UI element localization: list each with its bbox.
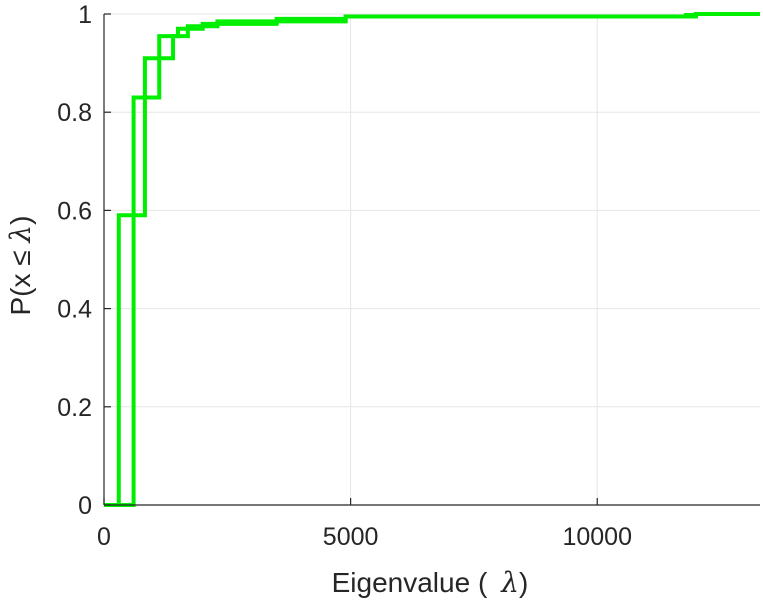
cdf-series-1 — [104, 12, 760, 507]
y-axis-label-suffix: ) — [5, 215, 36, 224]
y-tick-label: 1 — [78, 1, 92, 29]
x-axis-label-prefix: Eigenvalue ( — [332, 567, 488, 598]
x-axis-label-symbol: λ — [500, 566, 519, 599]
axes — [103, 14, 760, 506]
x-tick-label: 5000 — [323, 523, 379, 551]
grid — [104, 13, 760, 505]
y-tick-label: 0.2 — [57, 394, 92, 422]
x-axis-label-suffix: ) — [519, 567, 528, 598]
x-axis-label: Eigenvalue ( λ) — [332, 566, 529, 599]
ticks: 0 0.2 0.4 0.6 0.8 1 0 5000 10000 — [57, 1, 632, 551]
y-tick-label: 0.4 — [57, 296, 92, 324]
series-layer — [104, 12, 760, 507]
x-tick-label: 0 — [97, 523, 111, 551]
cdf-series-2 — [104, 12, 760, 507]
y-axis-label-prefix: P(x ≤ — [5, 243, 36, 316]
y-tick-label: 0.8 — [57, 99, 92, 127]
y-axis-label: P(x ≤ λ) — [4, 215, 37, 315]
y-axis-label-symbol: λ — [4, 225, 37, 244]
y-tick-label: 0 — [78, 492, 92, 520]
y-tick-label: 0.6 — [57, 197, 92, 225]
x-tick-label: 10000 — [562, 523, 632, 551]
